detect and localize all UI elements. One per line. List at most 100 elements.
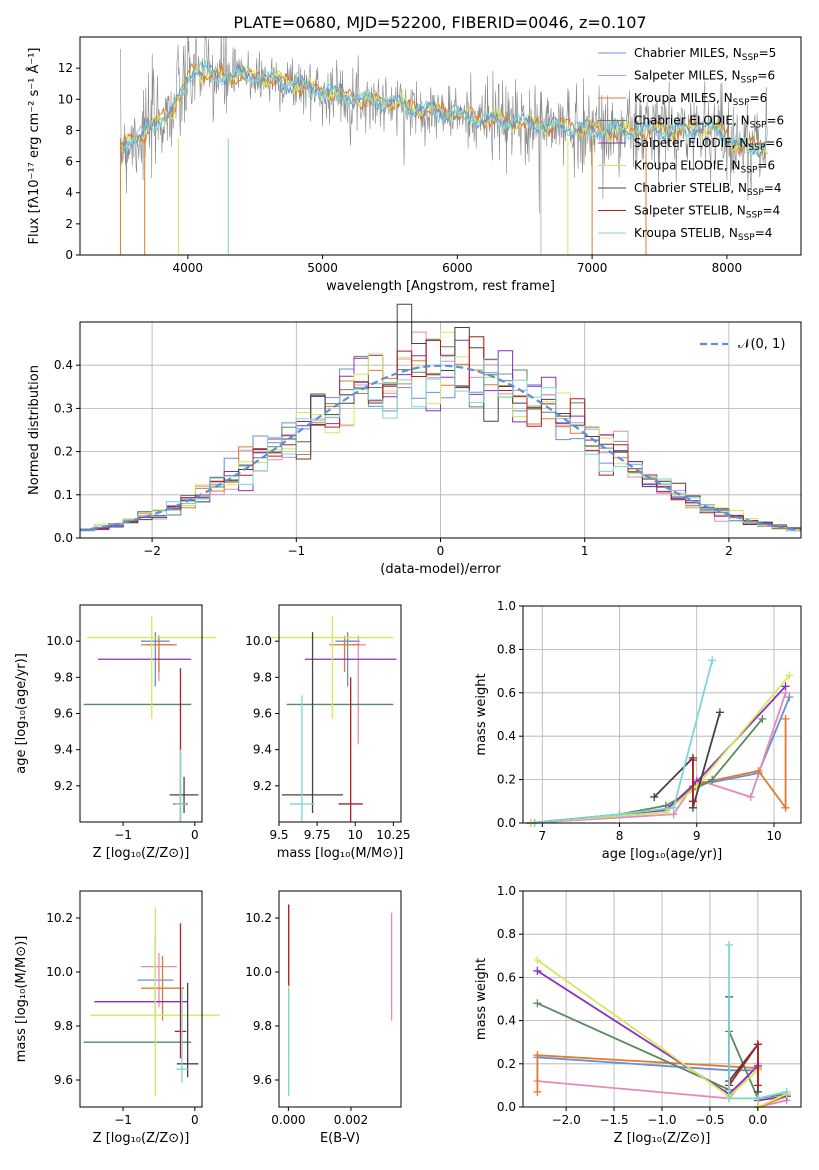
weight-marker bbox=[753, 1094, 762, 1103]
legend-entry: Salpeter ELODIE, NSSP=6 bbox=[634, 136, 783, 153]
y-tick-label: 0 bbox=[65, 248, 73, 262]
x-tick-label: 5000 bbox=[307, 261, 338, 275]
x-tick-label: 0 bbox=[191, 1113, 199, 1127]
y-axis-label: mass weight bbox=[474, 673, 489, 755]
weight-marker bbox=[754, 766, 763, 775]
y-tick-label: 1.0 bbox=[497, 599, 516, 613]
plot-content bbox=[288, 904, 393, 1097]
y-tick-label: 10.0 bbox=[245, 965, 272, 979]
y-axis-label: mass [log₁₀(M/M⊙)] bbox=[14, 936, 29, 1063]
weight-marker bbox=[785, 693, 794, 702]
legend-spectrum: Chabrier MILES, NSSP=5 Salpeter MILES, NS… bbox=[598, 46, 784, 243]
x-tick-label: −1.0 bbox=[647, 1113, 676, 1127]
y-tick-label: 12 bbox=[58, 61, 73, 75]
weight-marker bbox=[753, 1040, 762, 1049]
legend-normal-label: 𝒩(0, 1) bbox=[738, 337, 785, 352]
weight-marker bbox=[688, 797, 697, 806]
x-tick-label: −1 bbox=[114, 1113, 132, 1127]
y-tick-label: 0.6 bbox=[497, 686, 516, 700]
axes-frame bbox=[522, 605, 802, 824]
weight-marker bbox=[533, 1051, 542, 1060]
x-axis-label: mass [log₁₀(M/M⊙)] bbox=[277, 846, 404, 861]
legend-entry: Salpeter STELIB, NSSP=4 bbox=[634, 204, 780, 221]
x-tick-label: 0.002 bbox=[334, 1113, 368, 1127]
x-axis-label: E(B-V) bbox=[320, 1131, 360, 1146]
y-tick-label: 9.4 bbox=[253, 743, 272, 757]
weight-marker bbox=[615, 810, 624, 819]
weight-marker bbox=[533, 999, 542, 1008]
y-tick-label: 4 bbox=[65, 186, 73, 200]
x-tick-label: −1 bbox=[287, 544, 305, 558]
spectrum-lines bbox=[119, 37, 768, 255]
axes-weight_vs_age: 7 8 9 10 0.0 0.2 0.4 0.6 0.8 1.0 age [log₁₀(age/yr… bbox=[474, 599, 802, 862]
weight-marker bbox=[785, 671, 794, 680]
axes-frame bbox=[522, 890, 802, 1108]
x-tick-label: −1.5 bbox=[599, 1113, 628, 1127]
x-tick-label: 8 bbox=[616, 829, 624, 843]
y-tick-label: 9.6 bbox=[54, 1073, 73, 1087]
y-tick-label: 0.4 bbox=[54, 358, 73, 372]
y-tick-label: 10 bbox=[58, 92, 73, 106]
y-tick-label: 2 bbox=[65, 217, 73, 231]
weight-marker bbox=[669, 803, 678, 812]
weight-line bbox=[534, 718, 764, 824]
x-tick-label: 9.5 bbox=[269, 828, 288, 842]
y-axis-label: mass weight bbox=[474, 958, 489, 1040]
x-tick-label: 7000 bbox=[577, 261, 608, 275]
observed-spectrum bbox=[120, 37, 768, 214]
legend-entry: Chabrier MILES, NSSP=5 bbox=[634, 46, 776, 63]
y-tick-label: 10.0 bbox=[46, 965, 73, 979]
axes-weight_vs_Z: −2.0 −1.5 −1.0 −0.5 0.0 0.0 0.2 0.4 0.6 0.8 1.0 Z [… bbox=[474, 884, 802, 1146]
legend-entry: Chabrier ELODIE, NSSP=6 bbox=[634, 114, 784, 131]
x-tick-label: 10 bbox=[348, 828, 363, 842]
plot-content bbox=[119, 37, 768, 255]
y-tick-label: 9.8 bbox=[54, 1019, 73, 1033]
x-axis-label: Z [log₁₀(Z/Z⊙)] bbox=[93, 846, 190, 861]
x-tick-label: −1 bbox=[114, 828, 132, 842]
weight-marker bbox=[781, 803, 790, 812]
weight-marker bbox=[715, 708, 724, 717]
legend-entry: Chabrier STELIB, NSSP=4 bbox=[634, 181, 782, 198]
legend-entry: Kroupa MILES, NSSP=6 bbox=[634, 91, 767, 108]
x-tick-label: 1 bbox=[581, 544, 589, 558]
weight-marker bbox=[708, 775, 717, 784]
y-tick-label: 9.4 bbox=[54, 743, 73, 757]
x-tick-label: 2 bbox=[725, 544, 733, 558]
x-axis-label: Z [log₁₀(Z/Z⊙)] bbox=[93, 1131, 190, 1146]
y-tick-label: 10.2 bbox=[46, 911, 73, 925]
weight-marker bbox=[688, 756, 697, 765]
y-tick-label: 9.8 bbox=[253, 670, 272, 684]
legend-entry: Kroupa STELIB, NSSP=4 bbox=[634, 226, 772, 243]
y-tick-label: 10.0 bbox=[46, 634, 73, 648]
axes-age_vs_mass: 9.5 9.75 10 10.25 9.2 9.4 9.6 9.8 10.0 mass [log₁… bbox=[245, 604, 411, 861]
y-tick-label: 0.6 bbox=[497, 970, 516, 984]
weight-line bbox=[728, 945, 787, 1100]
y-tick-label: 10.2 bbox=[245, 911, 272, 925]
x-tick-label: 0 bbox=[191, 828, 199, 842]
y-tick-label: 0.0 bbox=[54, 531, 73, 545]
y-tick-label: 6 bbox=[65, 155, 73, 169]
y-axis-label: Flux [fλ10⁻¹⁷ erg cm⁻² s⁻¹ Å⁻¹] bbox=[26, 48, 42, 245]
x-tick-label: 6000 bbox=[442, 261, 473, 275]
y-tick-label: 0.4 bbox=[497, 1014, 516, 1028]
y-tick-label: 8 bbox=[65, 123, 73, 137]
x-tick-label: −2 bbox=[143, 544, 161, 558]
weight-line bbox=[534, 660, 714, 824]
x-tick-label: 10 bbox=[766, 829, 781, 843]
y-tick-label: 0.4 bbox=[497, 729, 516, 743]
legend-entry: Salpeter MILES, NSSP=6 bbox=[634, 69, 775, 86]
y-tick-label: 0.3 bbox=[54, 401, 73, 415]
weight-marker bbox=[533, 956, 542, 965]
weight-marker bbox=[781, 714, 790, 723]
x-tick-label: 9.75 bbox=[304, 828, 331, 842]
y-tick-label: 9.2 bbox=[253, 779, 272, 793]
figure-title: PLATE=0680, MJD=52200, FIBERID=0046, z=0… bbox=[233, 13, 646, 32]
axes-frame bbox=[278, 604, 402, 823]
axes-mass_vs_EBV: 0.000 0.002 9.6 9.8 10.0 10.2 E(B-V) bbox=[245, 890, 402, 1146]
model-spectrum bbox=[120, 60, 768, 156]
x-tick-label: 10.25 bbox=[376, 828, 410, 842]
weight-line bbox=[530, 696, 791, 824]
axes-frame bbox=[79, 604, 203, 823]
x-axis-label: wavelength [Angstrom, rest frame] bbox=[326, 279, 555, 294]
